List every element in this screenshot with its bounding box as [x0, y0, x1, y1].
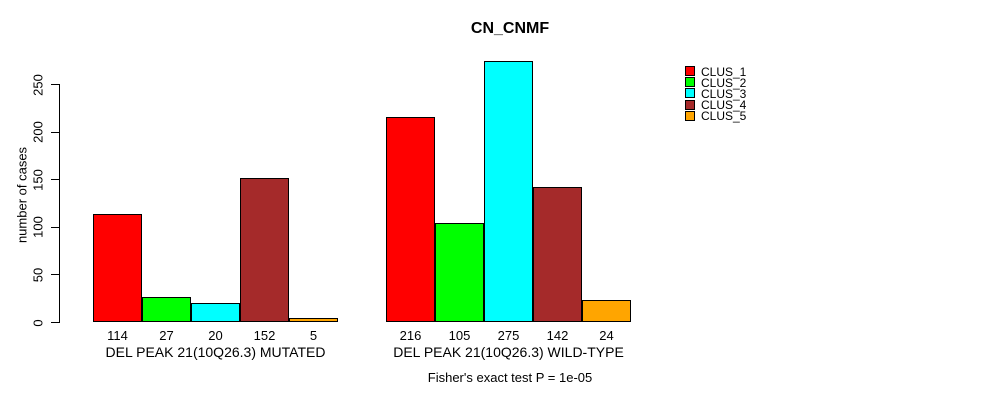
legend-swatch-clus_3: [685, 88, 695, 99]
bar-clus_2-group1: [142, 296, 191, 323]
bar-clus_3-group2: [484, 60, 533, 323]
legend-label: CLUS_1: [701, 64, 747, 79]
legend-swatch-clus_5: [685, 110, 695, 121]
bar-clus_1-group1: [93, 213, 142, 323]
y-tick-label: 250: [30, 73, 46, 96]
bar-clus_5-group2: [582, 299, 631, 323]
y-axis-line: [59, 84, 60, 323]
y-tick-mark: [51, 84, 59, 85]
legend-label: CLUS_3: [701, 86, 747, 101]
y-tick-mark: [51, 131, 59, 133]
bar-value-label: 114: [107, 328, 128, 343]
bar-value-label: 24: [599, 328, 614, 343]
bar-clus_4-group2: [533, 187, 582, 323]
legend-swatch-clus_4: [685, 99, 695, 110]
legend-swatch-clus_1: [685, 66, 695, 76]
bar-value-label: 216: [399, 328, 422, 343]
bar-value-label: 20: [208, 328, 223, 343]
y-axis-label: number of cases: [14, 146, 30, 244]
y-tick-label: 50: [30, 267, 46, 283]
group-label: DEL PEAK 21(10Q26.3) WILD-TYPE: [393, 344, 624, 360]
bar-value-label: 27: [159, 328, 174, 343]
bar-clus_2-group2: [435, 222, 484, 323]
y-tick-label: 0: [30, 318, 46, 327]
legend-swatch-clus_2: [685, 77, 695, 88]
y-tick-mark: [51, 274, 59, 276]
legend-label: CLUS_2: [701, 75, 747, 90]
bar-value-label: 275: [497, 328, 520, 343]
y-tick-label: 150: [30, 168, 46, 191]
chart-title: CN_CNMF: [470, 20, 550, 37]
bar-clus_3-group1: [191, 303, 240, 323]
group-label: DEL PEAK 21(10Q26.3) MUTATED: [105, 344, 326, 360]
bar-clus_1-group2: [386, 116, 435, 323]
y-tick-mark: [51, 179, 59, 181]
bar-clus_4-group1: [240, 177, 289, 323]
legend-label: CLUS_4: [701, 98, 747, 113]
bar-value-label: 5: [309, 328, 318, 343]
bar-value-label: 152: [253, 328, 276, 343]
y-tick-mark: [51, 322, 59, 323]
y-tick-label: 200: [30, 121, 46, 143]
y-tick-mark: [51, 226, 59, 228]
annotation-text: Fisher's exact test P = 1e-05: [427, 370, 593, 385]
legend-label: CLUS_5: [701, 109, 747, 124]
bar-value-label: 142: [546, 328, 569, 343]
y-tick-label: 100: [30, 216, 46, 239]
bar-clus_5-group1: [289, 317, 338, 323]
bar-value-label: 105: [448, 328, 471, 343]
